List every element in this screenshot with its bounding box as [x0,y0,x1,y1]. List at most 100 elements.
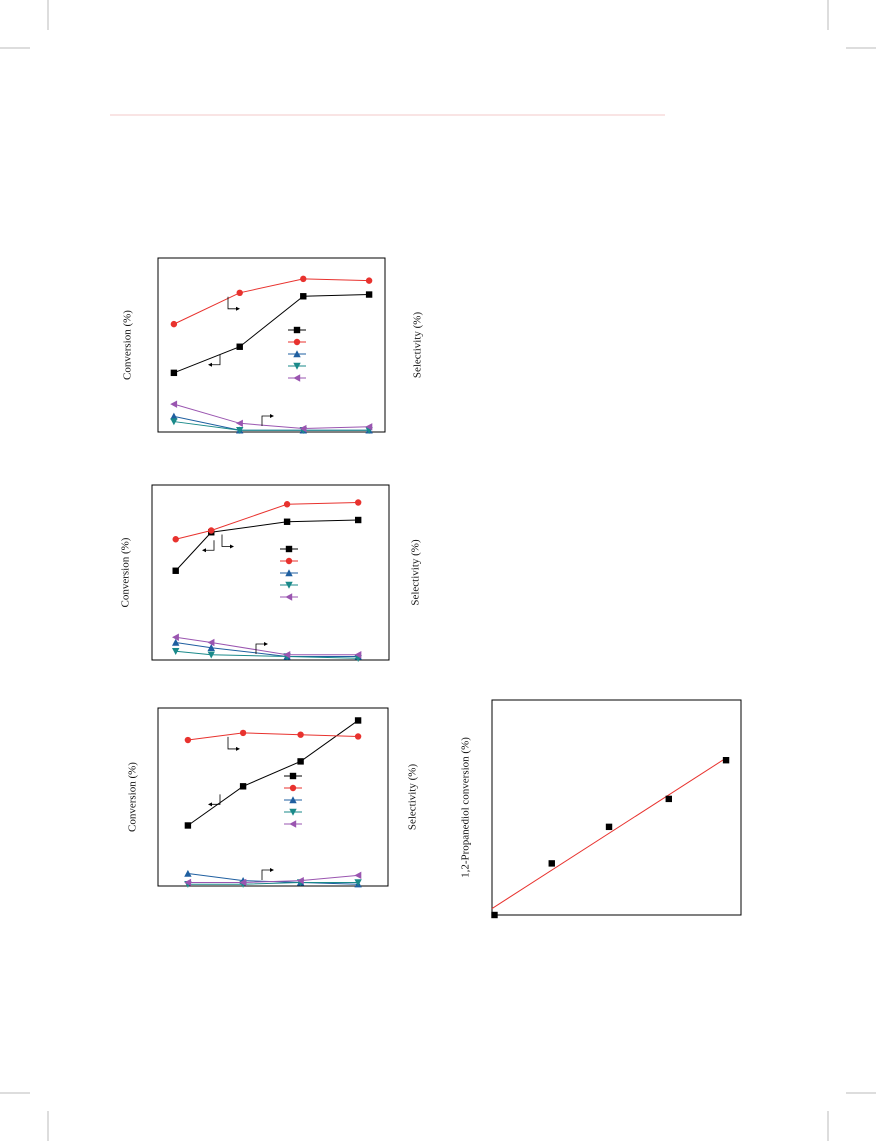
marker [722,757,730,764]
axis-arrow-head [264,642,268,646]
marker [283,501,291,508]
series-line [175,636,359,656]
series-line [173,294,370,374]
marker [354,651,362,659]
axis-arrow [206,540,215,551]
plot-frame [157,707,389,887]
marker [293,350,301,358]
y-axis-label: Conversion (%) [127,762,139,832]
marker [170,400,178,408]
y2-axis-label: Selectivity (%) [407,764,419,831]
series-line [175,642,359,657]
marker [184,822,192,829]
marker [170,369,178,377]
axis-arrow [227,296,236,310]
marker [285,557,293,565]
marker [239,783,247,790]
marker [170,418,178,426]
y-axis-label: 1,2-Propanediol conversion (%) [460,737,472,878]
marker [289,772,297,780]
marker [170,320,178,328]
marker [293,338,301,346]
marker [354,516,362,524]
series-line [173,415,370,431]
y-axis-label: Conversion (%) [122,310,134,380]
marker [283,518,291,525]
series-line [173,403,370,430]
series-line [187,720,359,826]
marker [283,651,291,659]
y2-axis-label: Selectivity (%) [410,539,422,606]
marker [239,729,247,737]
marker [365,423,373,431]
marker [365,277,373,284]
marker [300,293,307,300]
marker [172,633,179,641]
marker [207,651,215,659]
marker [354,717,362,724]
marker [354,879,362,887]
series-line [173,421,370,431]
marker [605,823,613,831]
marker [289,796,297,804]
marker [665,795,672,803]
axis-arrow [261,415,270,426]
series-line [173,278,370,325]
plot-frame [157,257,386,433]
marker [207,644,215,651]
plot-frame [491,699,742,916]
marker [236,419,243,427]
marker [289,820,297,828]
y2-axis-label: Selectivity (%) [412,312,424,379]
marker [293,362,301,370]
marker [172,536,179,543]
marker [170,412,178,420]
marker [285,593,293,601]
marker [172,648,180,655]
marker [285,581,293,589]
series-line [187,874,359,883]
marker [491,911,498,919]
marker [207,638,215,647]
plot-frame [151,484,390,661]
marker [289,808,297,816]
series-line [187,732,359,741]
marker [184,878,192,887]
axis-arrow [255,643,264,654]
axis-arrow-head [270,414,274,418]
y-axis-label: Conversion (%) [120,537,132,607]
series-line [175,519,359,572]
axis-arrow-head [202,548,206,553]
marker [297,731,304,738]
marker [293,326,301,334]
trend-line [491,757,727,909]
series-line [187,881,359,885]
marker [184,736,192,744]
marker [184,869,192,877]
axis-arrow-head [208,362,212,367]
axis-arrow-head [270,868,274,872]
marker [365,291,373,298]
marker [236,343,243,350]
marker [236,289,243,296]
marker [172,638,180,646]
marker [296,876,304,885]
marker [236,427,244,434]
axis-arrow-head [230,544,234,549]
axis-arrow-head [236,306,240,311]
marker [208,527,215,534]
axis-arrow [212,794,221,805]
marker [239,878,247,887]
marker [354,733,362,740]
marker [354,871,362,880]
marker [289,784,297,792]
marker [297,758,304,765]
marker [172,567,179,574]
axis-arrow-head [236,746,240,751]
marker [299,424,307,433]
marker [285,569,293,577]
marker [293,374,301,382]
marker [300,275,307,283]
